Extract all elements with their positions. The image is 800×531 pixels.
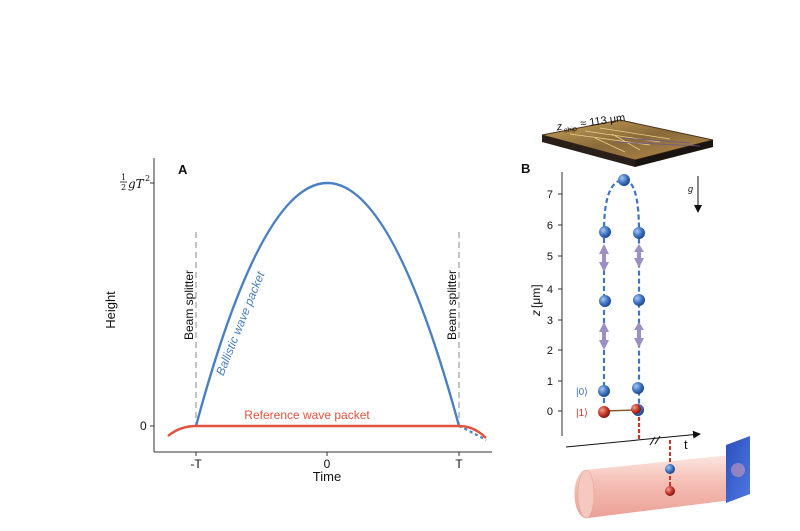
svg-text:gT: gT (128, 177, 145, 191)
panel-a-label: A (178, 162, 188, 177)
gravity-label: g (688, 184, 693, 194)
x-tick-zero-label: 0 (324, 457, 331, 471)
arrow-right-lower (634, 322, 644, 348)
y-tick-zero-label: 0 (140, 419, 147, 433)
atom-left-6 (599, 226, 611, 238)
svg-text:[μm]: [μm] (529, 284, 543, 308)
reference-label: Reference wave packet (244, 408, 370, 422)
ballistic-label: Ballistic wave packet (213, 269, 268, 378)
panel-b-yticks: 0 1 2 3 4 5 6 7 (547, 189, 562, 418)
ytick-1: 1 (547, 376, 553, 388)
beam-splitter-left-label: Beam splitter (182, 270, 196, 340)
ballistic-curve (194, 181, 461, 427)
beam-splitter-right-label: Beam splitter (445, 270, 459, 340)
panel-b: B z chip ≈ 113 μm g 0 (521, 112, 750, 519)
x-tick-pos-label: T (455, 457, 463, 471)
time-axis (565, 430, 701, 448)
svg-text:2: 2 (145, 174, 150, 183)
panel-a-xlabel: Time (313, 469, 341, 484)
svg-text:1: 1 (121, 173, 126, 182)
svg-text:z: z (529, 310, 543, 317)
panel-b-label: B (521, 161, 530, 176)
atom-apex (618, 174, 630, 186)
ytick-4: 4 (547, 284, 553, 296)
svg-text:z: z (555, 121, 564, 134)
ytick-6: 6 (547, 220, 553, 232)
panel-a: A 1 2 gT 2 0 -T 0 T Time Height Beam spl… (103, 158, 492, 484)
atom-right-6 (633, 227, 645, 239)
tube-atom-blue (665, 464, 675, 474)
momentum-arrows (599, 244, 644, 350)
ytick-7: 7 (547, 189, 553, 201)
atom-chip (541, 119, 714, 167)
atom-right-4 (633, 294, 645, 306)
arrow-left-lower (599, 322, 609, 350)
time-axis-break-2 (654, 435, 661, 445)
ytick-5: 5 (547, 251, 553, 263)
panel-a-ylabel: Height (103, 291, 118, 329)
x-tick-neg-label: -T (190, 457, 202, 471)
detector-screen (726, 436, 750, 503)
atom-balls (598, 174, 645, 418)
ytick-2: 2 (547, 345, 553, 357)
atom-left-1 (598, 385, 610, 397)
ytick-3: 3 (547, 315, 553, 327)
atom-left-4 (599, 295, 611, 307)
atom-left-red (598, 406, 610, 418)
time-label: t (684, 437, 688, 452)
y-tick-top-label: 1 2 gT 2 (120, 173, 150, 192)
state-1-label: |1⟩ (576, 408, 588, 419)
svg-text:2: 2 (121, 183, 126, 192)
reference-curve (167, 424, 487, 439)
ytick-0: 0 (547, 406, 553, 418)
panel-b-ylabel: z [μm] (529, 284, 543, 317)
svg-text:chip: chip (564, 126, 578, 135)
arrow-left-upper (599, 244, 609, 272)
waveguide-tube (574, 455, 738, 519)
state-0-label: |0⟩ (576, 387, 588, 398)
tube-atom-red (665, 486, 675, 496)
atom-right-red (631, 404, 641, 414)
trajectory-upper (602, 178, 641, 411)
time-axis-break-1 (649, 436, 656, 446)
arrow-right-upper (634, 244, 644, 268)
atom-right-1 (632, 382, 644, 394)
